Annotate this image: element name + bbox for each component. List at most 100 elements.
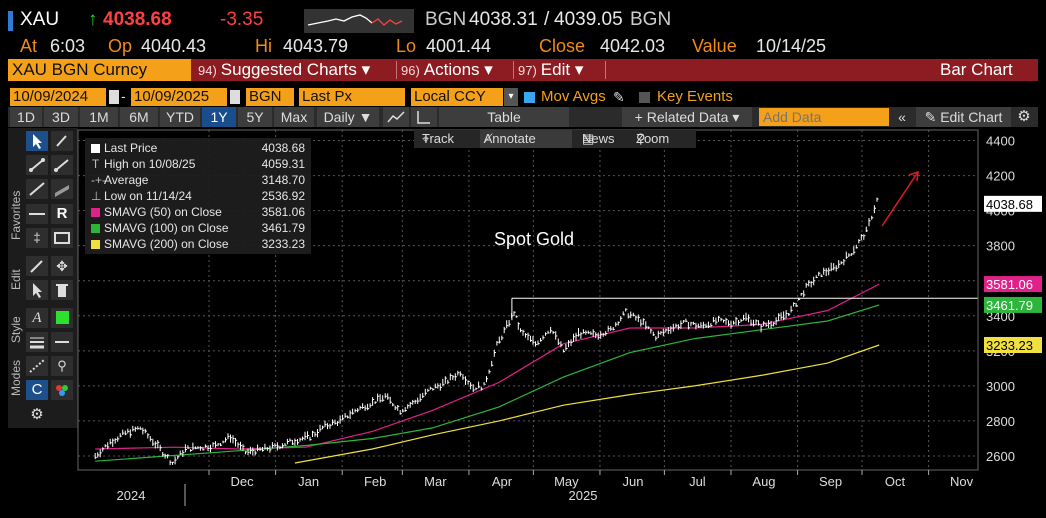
brush-icon[interactable] xyxy=(26,256,48,276)
legend-swatch xyxy=(91,224,100,233)
move-icon[interactable]: ✥ xyxy=(51,256,73,276)
open-value: 4040.43 xyxy=(141,36,207,56)
moving-averages xyxy=(95,283,880,464)
line-chart-icon[interactable] xyxy=(383,107,409,127)
low-value: 4001.44 xyxy=(426,36,492,56)
pointer-plus-icon[interactable] xyxy=(26,280,48,300)
line-weight-icon[interactable] xyxy=(26,332,48,352)
period-5y[interactable]: 5Y xyxy=(238,107,272,127)
frequency-dropdown[interactable]: Daily ▼ xyxy=(317,107,379,127)
period-1y[interactable]: 1Y xyxy=(202,107,236,127)
x-year-label: 2024 xyxy=(117,488,146,503)
gear-icon[interactable]: ⚙ xyxy=(1017,108,1031,125)
collapse-icon[interactable]: « xyxy=(898,109,906,125)
related-data-button[interactable]: + Related Data ▾ xyxy=(622,107,752,127)
table-button[interactable]: Table xyxy=(439,107,569,127)
x-month-label: May xyxy=(554,474,579,489)
x-month-label: Nov xyxy=(950,474,974,489)
field-selector[interactable]: Last Px xyxy=(299,88,405,106)
pen-tool-icon[interactable] xyxy=(51,131,73,151)
axes: 2600280030003200340036003800400042004400… xyxy=(77,129,1015,506)
trend-line-icon[interactable] xyxy=(26,155,48,175)
ma-line xyxy=(95,283,880,450)
color-picker-icon[interactable] xyxy=(51,308,73,328)
pencil-icon[interactable]: ✎ xyxy=(613,89,625,105)
edit-menu[interactable]: 97) Edit ▾ xyxy=(518,59,583,81)
fib-tool-icon[interactable]: ‡ xyxy=(26,228,48,248)
date-range-dash: - xyxy=(121,88,126,104)
legend-row: ⊥ Low on 11/14/24 2536.92 xyxy=(91,189,305,204)
horizontal-line-icon[interactable] xyxy=(26,204,48,224)
period-3d[interactable]: 3D xyxy=(44,107,78,127)
menu-number: 97) xyxy=(518,63,537,78)
extended-line-icon[interactable] xyxy=(26,179,48,199)
zoom-icon: ⚲ xyxy=(636,131,646,146)
security-field[interactable]: XAU BGN Curncy xyxy=(8,59,191,81)
legend-label: Average xyxy=(104,173,149,187)
legend-marker-icon: ⊥ xyxy=(91,189,102,203)
calendar-icon[interactable] xyxy=(230,90,240,104)
actions-menu[interactable]: 96) Actions ▾ xyxy=(401,59,493,81)
close-label: Close xyxy=(539,36,586,56)
text-tool-icon[interactable]: R xyxy=(51,204,73,224)
period-ytd[interactable]: YTD xyxy=(160,107,200,127)
add-data-input[interactable] xyxy=(759,108,889,126)
select-cursor-icon[interactable] xyxy=(26,131,48,151)
x-month-label: Aug xyxy=(752,474,775,489)
x-month-label: Oct xyxy=(885,474,906,489)
font-icon[interactable]: A xyxy=(26,308,48,328)
menu-divider xyxy=(605,61,606,79)
pencil-icon: ✎ xyxy=(924,109,941,125)
bid-ask-separator: / xyxy=(544,9,550,30)
period-max[interactable]: Max xyxy=(274,107,314,127)
ray-line-icon[interactable] xyxy=(51,155,73,175)
chart-legend: Last Price 4038.68 T High on 10/08/25 4059.3… xyxy=(85,138,311,254)
calendar-icon[interactable] xyxy=(109,90,119,104)
annotate-button[interactable]: ⟋ Annotate xyxy=(480,130,572,148)
y-tick-label: 3800 xyxy=(986,239,1015,254)
open-label: Op xyxy=(108,36,133,56)
legend-label: Last Price xyxy=(104,141,158,155)
source-field[interactable]: BGN xyxy=(246,88,294,106)
currency-selector[interactable]: Local CCY xyxy=(411,88,503,106)
right-value-label: 4038.68 xyxy=(984,195,1042,212)
period-1d[interactable]: 1D xyxy=(10,107,42,127)
line-style-icon[interactable] xyxy=(51,332,73,352)
suggested-charts-menu[interactable]: 94) Suggested Charts ▾ xyxy=(198,59,370,81)
menu-divider xyxy=(513,61,514,79)
dotted-line-icon[interactable] xyxy=(26,356,48,376)
crosshair-mode-icon[interactable]: C xyxy=(26,380,48,400)
x-month-label: Mar xyxy=(424,474,447,489)
chart-type-label: Bar Chart xyxy=(940,60,1013,79)
chart-type-icon[interactable] xyxy=(411,107,437,127)
price-bars xyxy=(94,197,879,466)
label-background xyxy=(984,337,1042,354)
trash-icon[interactable] xyxy=(51,280,73,300)
drawing-tools: Favorites Edit Style Modes R ‡ ✥ A ⚲ C ⚙ xyxy=(8,128,78,428)
legend-label: SMAVG (50) on Close xyxy=(104,205,222,219)
end-date-field[interactable]: 10/09/2025 xyxy=(131,88,227,106)
rectangle-tool-icon[interactable] xyxy=(51,228,73,248)
price-bar-series xyxy=(94,197,879,466)
snap-icon[interactable]: ⚲ xyxy=(51,356,73,376)
chevron-down-icon[interactable]: ▾ xyxy=(504,88,518,106)
legend-value: 3148.70 xyxy=(261,173,305,187)
mov-avgs-checkbox[interactable] xyxy=(524,92,535,103)
y-tick-label: 2800 xyxy=(986,414,1015,429)
channel-icon[interactable] xyxy=(51,179,73,199)
edit-chart-button[interactable]: ✎ Edit Chart xyxy=(916,107,1011,127)
legend-swatch xyxy=(91,240,100,249)
start-date-field[interactable]: 10/09/2024 xyxy=(10,88,106,106)
palette-icon[interactable] xyxy=(51,380,73,400)
x-month-label: Jan xyxy=(298,474,319,489)
y-tick-label: 4200 xyxy=(986,169,1015,184)
period-6m[interactable]: 6M xyxy=(120,107,158,127)
legend-marker-icon: -+- xyxy=(91,173,106,187)
zoom-label: Zoom xyxy=(636,131,670,146)
period-1m[interactable]: 1M xyxy=(80,107,118,127)
at-value: 6:03 xyxy=(50,36,86,56)
settings-gear-icon[interactable]: ⚙ xyxy=(30,406,44,423)
key-events-checkbox[interactable] xyxy=(639,92,650,103)
spot-gold-annotation: Spot Gold xyxy=(494,229,574,249)
